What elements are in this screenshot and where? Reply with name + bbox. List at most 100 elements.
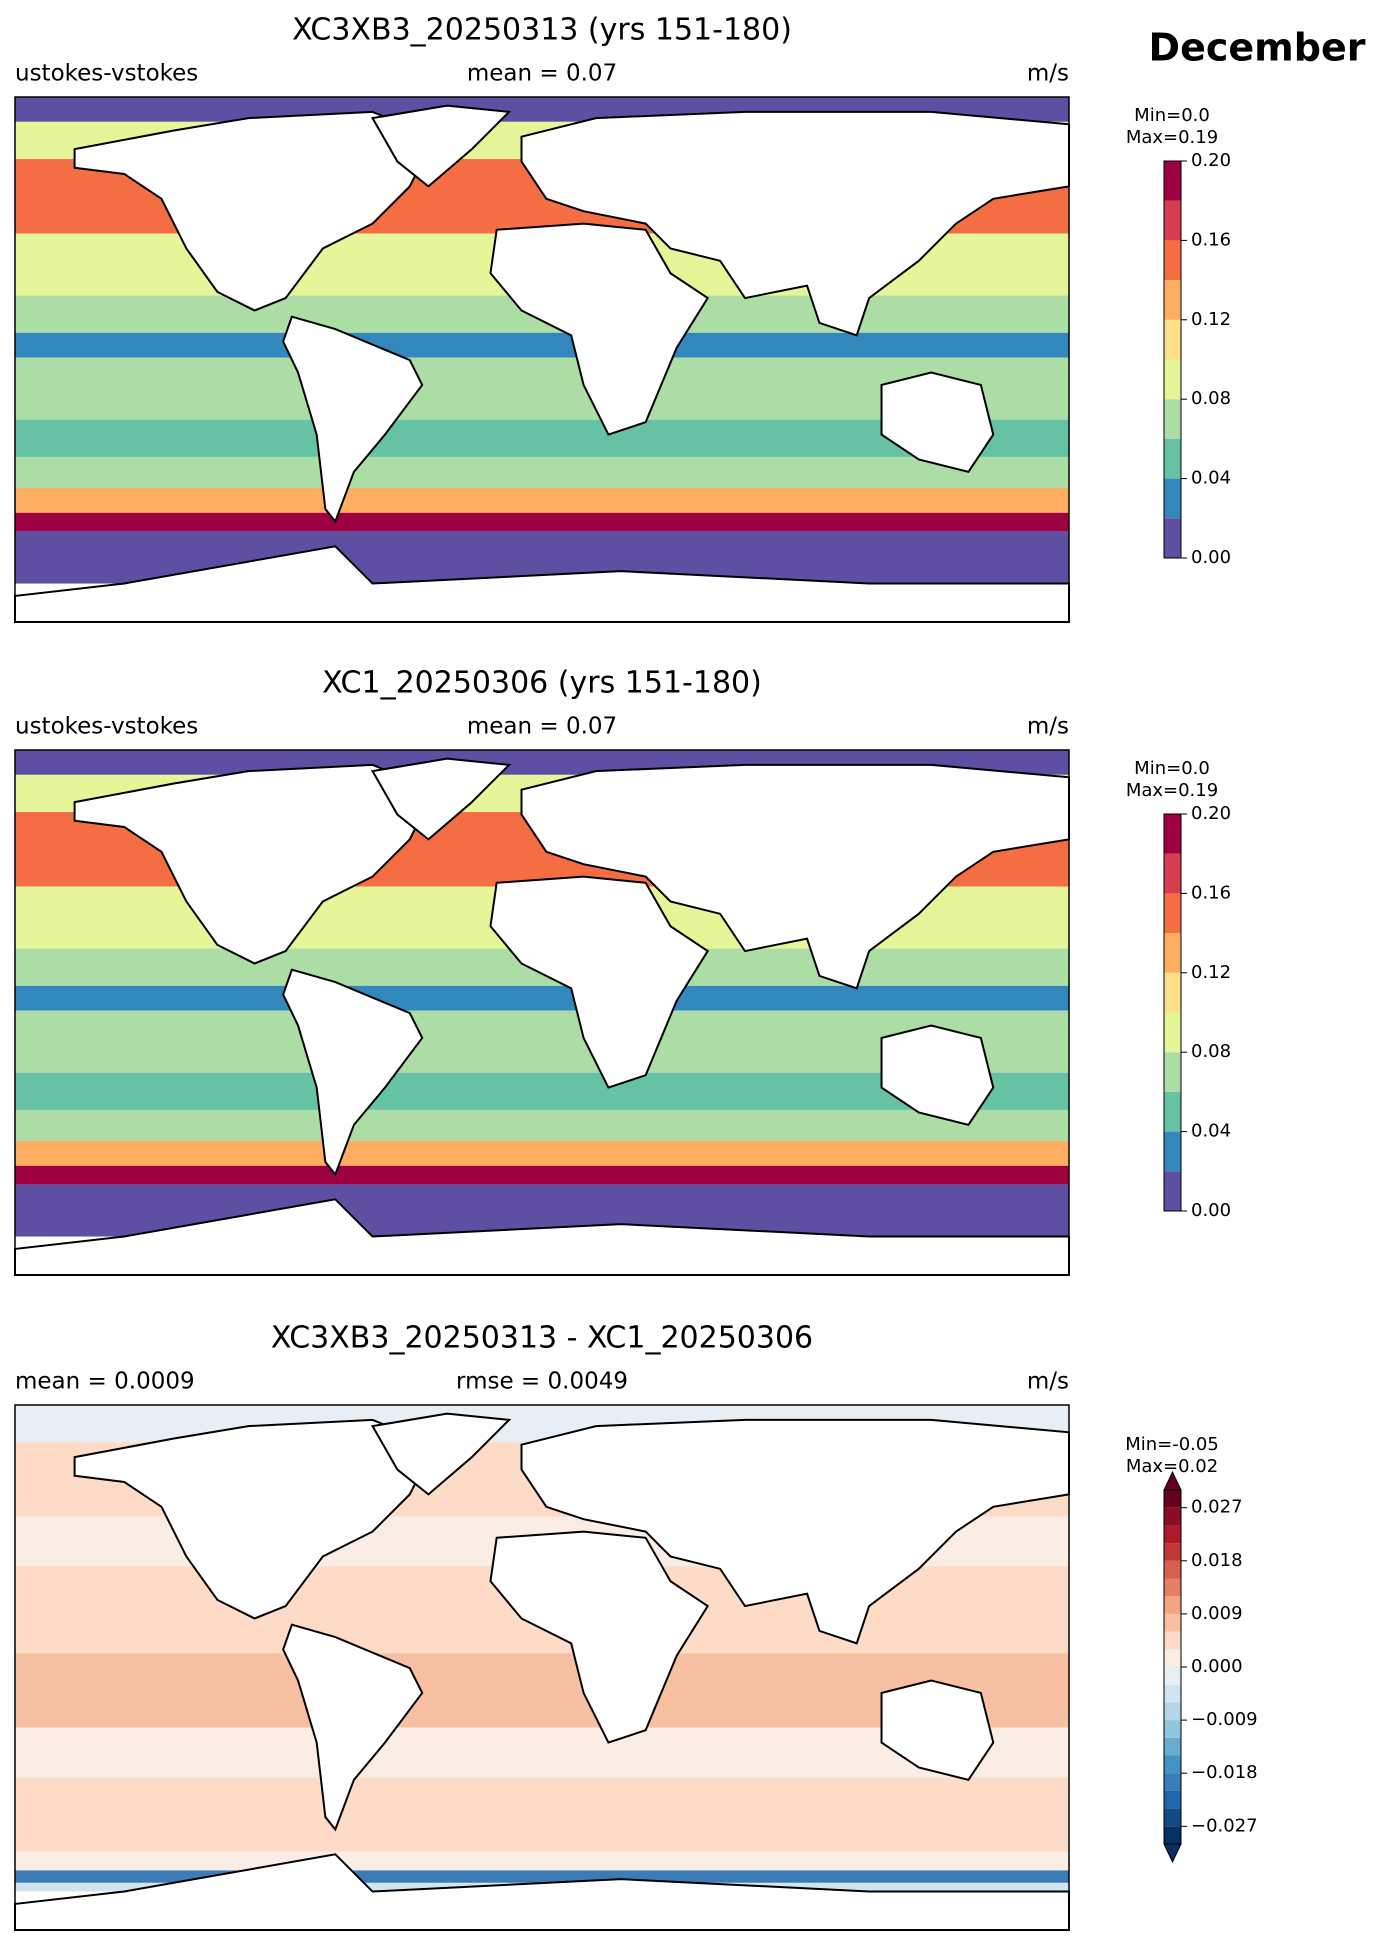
- colorbar-bin: [1164, 359, 1181, 400]
- ocean-field: [15, 1140, 1069, 1166]
- colorbar-tick-label: 0.08: [1191, 1041, 1231, 1062]
- continent: [73, 110, 436, 312]
- continent: [489, 875, 710, 1089]
- colorbar-min: Min=0.0: [1134, 758, 1210, 779]
- colorbar-bin: [1164, 1543, 1181, 1561]
- left-label: ustokes-vstokes: [15, 714, 198, 740]
- colorbar-frame: [1163, 160, 1182, 559]
- center-label: mean = 0.07: [467, 61, 617, 87]
- ocean-field: [15, 332, 1069, 358]
- colorbar-extend-low: [1163, 1843, 1182, 1864]
- ocean-field: [15, 1165, 1069, 1185]
- right-label: m/s: [1027, 61, 1069, 87]
- ocean-field: [15, 1777, 1069, 1852]
- map-frame: [14, 1404, 1070, 1931]
- colorbar-bin: [1164, 1649, 1181, 1667]
- colorbar-bin: [1164, 1490, 1181, 1508]
- continent: [520, 110, 1070, 337]
- continent: [880, 1679, 995, 1781]
- left-label: mean = 0.0009: [15, 1369, 195, 1395]
- colorbar-tick-label: −0.027: [1191, 1815, 1258, 1836]
- colorbar-tick-label: −0.009: [1191, 1709, 1258, 1730]
- continent: [73, 763, 436, 965]
- colorbar-max: Max=0.02: [1126, 1456, 1218, 1477]
- colorbar-bin: [1164, 1525, 1181, 1544]
- colorbar-bin: [1164, 1596, 1181, 1614]
- continent: [489, 1530, 710, 1744]
- map-title: XC3XB3_20250313 - XC1_20250306: [271, 1321, 813, 1356]
- colorbar-bin: [1164, 280, 1181, 320]
- colorbar-tick-label: 0.00: [1191, 547, 1231, 568]
- colorbar-bin: [1164, 1560, 1181, 1579]
- colorbar-bin: [1164, 1737, 1181, 1756]
- ocean-field: [15, 487, 1069, 513]
- map-frame: [14, 749, 1070, 1276]
- continent: [370, 1412, 512, 1496]
- colorbar-bin: [1164, 893, 1181, 934]
- colorbar-bin: [1164, 1091, 1181, 1132]
- colorbar-tick-label: 0.04: [1191, 1121, 1231, 1142]
- continent: [520, 1418, 1070, 1645]
- colorbar-bin: [1164, 1684, 1181, 1703]
- colorbar-max: Max=0.19: [1126, 127, 1218, 148]
- colorbar-bin: [1164, 1631, 1181, 1650]
- colorbar-tick-label: 0.20: [1191, 803, 1231, 824]
- colorbar-bin: [1164, 1826, 1181, 1844]
- continent: [489, 222, 710, 436]
- colorbar-bin: [1164, 1755, 1181, 1774]
- continent: [282, 1623, 424, 1832]
- colorbar-bin: [1164, 933, 1181, 973]
- continent: [370, 104, 512, 188]
- figure-title: December: [1149, 26, 1366, 70]
- colorbar-tick-label: 0.20: [1191, 150, 1231, 171]
- colorbar-tick-label: 0.16: [1191, 229, 1231, 250]
- colorbar-bin: [1164, 814, 1181, 854]
- colorbar-min: Min=-0.05: [1125, 1434, 1219, 1455]
- colorbar-bin: [1164, 1613, 1181, 1632]
- center-label: mean = 0.07: [467, 714, 617, 740]
- colorbar-tick-label: 0.12: [1191, 309, 1231, 330]
- continent: [73, 1418, 436, 1620]
- colorbar-tick-label: 0.009: [1191, 1603, 1243, 1624]
- colorbar-frame: [1163, 813, 1182, 1212]
- map-panel: [14, 96, 1070, 623]
- ocean-field: [15, 1109, 1069, 1141]
- map-panel: [14, 1404, 1070, 1931]
- ocean-field: [15, 985, 1069, 1011]
- left-label: ustokes-vstokes: [15, 61, 198, 87]
- colorbar-bin: [1164, 518, 1181, 558]
- colorbar-bin: [1164, 240, 1181, 281]
- colorbar-tick-label: 0.12: [1191, 962, 1231, 983]
- colorbar-tick-label: 0.16: [1191, 882, 1231, 903]
- colorbar-bin: [1164, 1702, 1181, 1721]
- colorbar-tick-label: 0.08: [1191, 388, 1231, 409]
- continent: [282, 315, 424, 524]
- colorbar-tick-label: 0.04: [1191, 468, 1231, 489]
- ocean-field: [15, 1851, 1069, 1871]
- colorbar-bin: [1164, 1790, 1181, 1809]
- map-title: XC3XB3_20250313 (yrs 151-180): [292, 13, 792, 48]
- colorbar-bin: [1164, 200, 1181, 241]
- continent: [880, 371, 995, 473]
- ocean-field: [15, 512, 1069, 532]
- colorbar-bin: [1164, 853, 1181, 894]
- colorbar-bin: [1164, 1808, 1181, 1827]
- center-label: rmse = 0.0049: [456, 1369, 628, 1395]
- colorbar-bin: [1164, 478, 1181, 519]
- colorbar-bin: [1164, 1578, 1181, 1597]
- map-frame: [14, 96, 1070, 623]
- map-title: XC1_20250306 (yrs 151-180): [322, 666, 762, 701]
- ocean-field: [15, 456, 1069, 488]
- colorbar-bin: [1164, 1131, 1181, 1172]
- colorbar-bin: [1164, 399, 1181, 439]
- colorbar-bin: [1164, 1507, 1181, 1526]
- ocean-field: [15, 1870, 1069, 1883]
- continent: [880, 1024, 995, 1126]
- colorbar-tick-label: 0.018: [1191, 1550, 1243, 1571]
- colorbar-min: Min=0.0: [1134, 105, 1210, 126]
- colorbar-tick-label: −0.018: [1191, 1762, 1258, 1783]
- continent: [370, 757, 512, 841]
- colorbar-bin: [1164, 1773, 1181, 1791]
- colorbar-bin: [1164, 1667, 1181, 1685]
